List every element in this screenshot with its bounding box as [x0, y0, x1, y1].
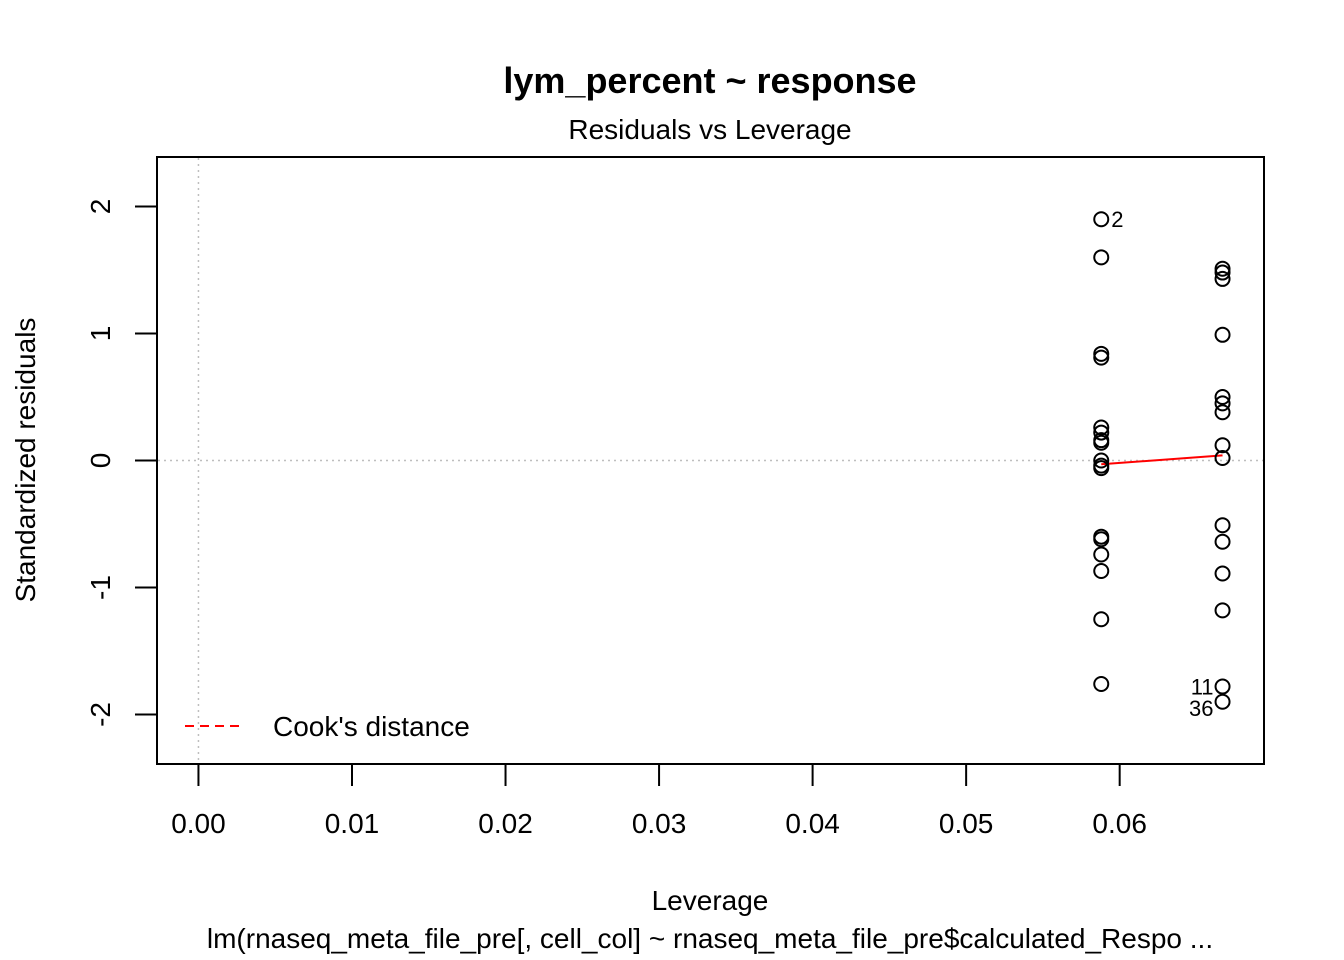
data-points — [1093, 211, 1231, 710]
data-point — [1093, 419, 1110, 436]
data-point — [1093, 249, 1110, 266]
data-point — [1214, 395, 1231, 412]
y-axis: -2 -1 0 1 2 — [85, 199, 158, 727]
model-caption: lm(rnaseq_meta_file_pre[, cell_col] ~ rn… — [207, 923, 1213, 954]
y-tick-label: -2 — [85, 702, 116, 727]
legend-cooks-label: Cook's distance — [273, 711, 470, 742]
chart-title: lym_percent ~ response — [503, 60, 916, 101]
data-point — [1093, 211, 1110, 228]
data-point — [1093, 460, 1110, 477]
data-point — [1214, 517, 1231, 534]
data-point — [1093, 562, 1110, 579]
data-point — [1093, 531, 1110, 548]
x-axis-label: Leverage — [652, 885, 769, 916]
x-tick-label: 0.06 — [1092, 808, 1147, 839]
data-point — [1214, 678, 1231, 695]
reference-lines — [158, 158, 1263, 763]
data-point — [1214, 437, 1231, 454]
point-label: 36 — [1189, 696, 1213, 721]
legend: Cook's distance — [185, 711, 470, 742]
x-axis: 0.00 0.01 0.02 0.03 0.04 0.05 0.06 — [171, 763, 1147, 839]
point-label: 2 — [1111, 207, 1123, 232]
point-label: 11 — [1191, 675, 1214, 700]
x-tick-label: 0.04 — [785, 808, 840, 839]
data-point — [1214, 602, 1231, 619]
smoother-polyline — [1101, 454, 1223, 466]
data-point — [1214, 270, 1231, 287]
data-point — [1214, 533, 1231, 550]
data-point — [1093, 611, 1110, 628]
data-point — [1093, 675, 1110, 692]
data-point — [1093, 434, 1110, 451]
data-point — [1093, 349, 1110, 366]
y-tick-label: 2 — [85, 199, 116, 215]
x-tick-label: 0.01 — [325, 808, 380, 839]
data-point — [1093, 424, 1110, 441]
data-point — [1214, 404, 1231, 421]
chart-subtitle: Residuals vs Leverage — [568, 114, 851, 145]
x-tick-label: 0.05 — [939, 808, 994, 839]
data-point — [1093, 452, 1110, 469]
y-axis-label: Standardized residuals — [10, 318, 41, 603]
data-point — [1214, 693, 1231, 710]
smoother-line — [1101, 454, 1223, 466]
data-point — [1214, 264, 1231, 281]
data-point — [1214, 326, 1231, 343]
data-point — [1214, 389, 1231, 406]
x-tick-label: 0.00 — [171, 808, 226, 839]
data-point — [1214, 449, 1231, 466]
y-tick-label: 0 — [85, 453, 116, 469]
data-point — [1093, 546, 1110, 563]
x-tick-label: 0.03 — [632, 808, 687, 839]
data-point — [1214, 565, 1231, 582]
y-tick-label: -1 — [85, 575, 116, 600]
x-tick-label: 0.02 — [478, 808, 533, 839]
y-tick-label: 1 — [85, 326, 116, 342]
